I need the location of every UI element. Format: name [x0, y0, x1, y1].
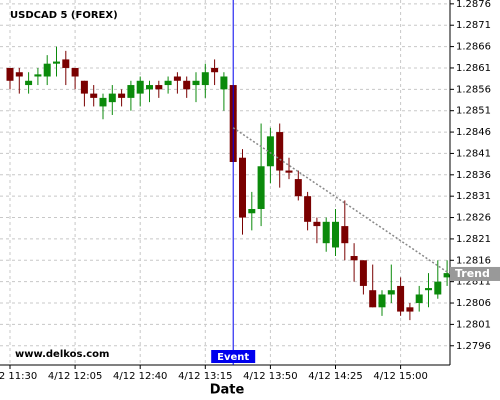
candle-body [192, 80, 200, 86]
candle-body [183, 80, 191, 90]
y-tick-label: 1.2841 [456, 148, 491, 159]
candle-body [359, 260, 367, 286]
candle-body [257, 166, 265, 209]
candle-body [118, 93, 126, 98]
x-tick-label: 4/12 13:50 [243, 371, 297, 382]
candle-body [313, 221, 321, 227]
candle-body [434, 281, 442, 295]
candle-body [369, 290, 377, 308]
x-axis-label: Date [210, 383, 245, 398]
candle-body [443, 273, 451, 278]
candle-body [53, 61, 60, 64]
y-tick-label: 1.2826 [456, 213, 491, 224]
candle-body [62, 59, 70, 68]
x-tick-label: 4/12 12:05 [48, 371, 102, 382]
x-tick-label: 4/12 14:25 [308, 371, 362, 382]
candle-body [304, 196, 312, 222]
chart-title: USDCAD 5 (FOREX) [10, 10, 118, 21]
candle-body [146, 85, 153, 90]
candle-body [341, 226, 349, 244]
x-tick-label: 4/12 12:40 [113, 371, 167, 382]
y-tick-label: 1.2831 [456, 191, 491, 202]
x-tick-label: 4/12 11:30 [0, 371, 37, 382]
x-tick-label: 4/12 15:00 [373, 371, 427, 382]
candle-body [136, 80, 144, 94]
y-tick-label: 1.2796 [456, 341, 491, 352]
candle-body [322, 221, 330, 244]
trend-label: Trend [455, 267, 490, 280]
candle-body [285, 170, 293, 173]
candle-body [239, 157, 246, 218]
candle-body [164, 80, 172, 86]
candle-body [99, 97, 107, 107]
candle-body [425, 288, 432, 291]
candle-body [220, 76, 228, 90]
candle-body [155, 85, 163, 90]
candle-body [211, 67, 219, 73]
y-tick-label: 1.2856 [456, 84, 491, 95]
y-tick-label: 1.2836 [456, 170, 491, 181]
y-tick-label: 1.2861 [456, 63, 491, 74]
candle-body [43, 63, 51, 77]
candle-body [350, 256, 358, 261]
candle-body [25, 80, 33, 86]
candle-body [248, 208, 256, 214]
candle-body [15, 72, 23, 77]
candle-body [276, 132, 284, 171]
event-label: Event [217, 352, 249, 363]
candle-body [378, 294, 386, 308]
y-tick-label: 1.2806 [456, 298, 491, 309]
y-tick-label: 1.2821 [456, 234, 491, 245]
y-tick-label: 1.2846 [456, 127, 491, 138]
y-tick-label: 1.2816 [456, 255, 491, 266]
candle-body [71, 67, 79, 77]
y-tick-label: 1.2811 [456, 277, 491, 288]
candle-body [6, 67, 14, 81]
candle-body [34, 74, 42, 77]
candle-body [108, 93, 116, 103]
trend-box [450, 266, 500, 281]
y-tick-label: 1.2876 [456, 0, 491, 10]
trend-line [232, 127, 451, 275]
candle-body [406, 307, 414, 312]
candle-body [415, 294, 423, 304]
candle-body [127, 85, 135, 98]
candle-body [397, 285, 405, 312]
candle-body [201, 72, 209, 86]
candle-body [266, 136, 274, 167]
candle-body [387, 290, 395, 295]
candle-body [294, 179, 302, 197]
candle-body [90, 93, 98, 98]
x-tick-label: 4/12 13:15 [178, 371, 232, 382]
candle-body [80, 80, 88, 94]
candle-body [173, 76, 181, 81]
candle-body [332, 221, 339, 248]
event-box [211, 350, 256, 363]
watermark: www.delkos.com [15, 349, 109, 360]
y-tick-label: 1.2801 [456, 319, 491, 330]
y-tick-label: 1.2866 [456, 42, 491, 53]
y-tick-label: 1.2871 [456, 20, 491, 31]
y-tick-label: 1.2851 [456, 106, 491, 117]
